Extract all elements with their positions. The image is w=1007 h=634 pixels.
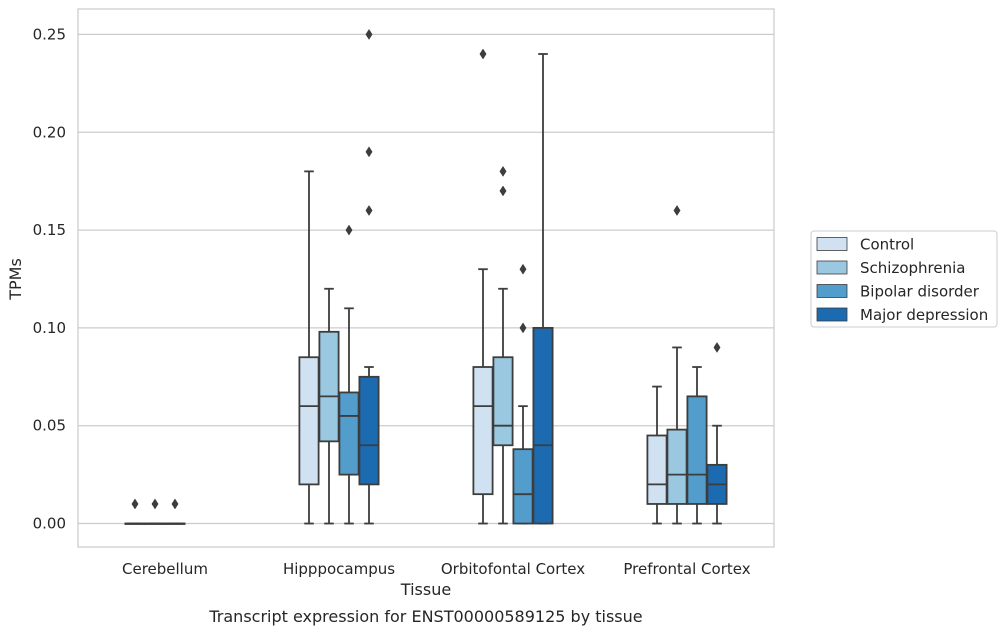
y-tick-label: 0.20 bbox=[33, 123, 66, 141]
box-schizophrenia bbox=[144, 498, 166, 525]
x-tick-label: Hipppocampus bbox=[283, 560, 395, 578]
y-tick-label: 0.10 bbox=[33, 319, 66, 337]
box-bipolar-disorder bbox=[686, 366, 708, 525]
box-iqr bbox=[492, 356, 514, 447]
box-major-depression bbox=[706, 341, 728, 525]
plot-area-frame bbox=[77, 8, 775, 548]
y-axis-title: TPMs bbox=[6, 258, 25, 301]
box-iqr bbox=[472, 366, 494, 496]
x-axis-tick-labels: Cerebellum Hipppocampus Orbitofontal Corte… bbox=[122, 560, 751, 578]
y-tick-label: 0.15 bbox=[33, 221, 66, 239]
box-iqr bbox=[646, 434, 668, 505]
outlier-point bbox=[365, 205, 373, 216]
legend-label: Major depression bbox=[860, 306, 988, 324]
outlier-point bbox=[365, 146, 373, 158]
outlier-point bbox=[365, 28, 373, 40]
legend-swatch bbox=[816, 260, 848, 275]
box-iqr bbox=[532, 326, 554, 525]
x-tick-label: Orbitofontal Cortex bbox=[441, 560, 585, 578]
box-schizophrenia bbox=[318, 287, 340, 525]
box-iqr bbox=[666, 428, 688, 505]
outlier-point bbox=[519, 322, 527, 334]
outlier-point bbox=[171, 498, 179, 510]
outlier-point bbox=[499, 165, 507, 177]
legend-label: Bipolar disorder bbox=[860, 283, 980, 301]
box-iqr bbox=[338, 391, 360, 476]
box-iqr bbox=[318, 330, 340, 443]
x-axis-title: Tissue bbox=[400, 580, 451, 599]
x-tick-label: Prefrontal Cortex bbox=[623, 560, 750, 578]
outlier-point bbox=[479, 48, 487, 60]
outlier-point bbox=[131, 498, 139, 510]
legend-swatch bbox=[816, 284, 848, 298]
outlier-point bbox=[673, 205, 681, 216]
outlier-point bbox=[345, 224, 353, 236]
y-axis-tick-labels: 0.00 0.05 0.10 0.15 0.20 0.25 bbox=[33, 25, 66, 532]
box-bipolar-disorder bbox=[338, 224, 360, 525]
legend-swatch bbox=[816, 307, 848, 322]
y-tick-label: 0.25 bbox=[33, 25, 66, 43]
chart-caption: Transcript expression for ENST0000058912… bbox=[208, 607, 642, 626]
outlier-point bbox=[519, 263, 527, 275]
box-control bbox=[472, 48, 494, 525]
box-iqr bbox=[512, 448, 534, 525]
box-major-depression bbox=[532, 53, 554, 525]
box-bipolar-disorder bbox=[164, 498, 186, 525]
y-tick-label: 0.05 bbox=[33, 417, 66, 435]
box-iqr bbox=[298, 356, 320, 486]
box-iqr bbox=[686, 395, 708, 505]
outlier-point bbox=[499, 185, 507, 197]
box-iqr bbox=[358, 375, 380, 486]
x-tick-label: Cerebellum bbox=[122, 560, 208, 578]
outlier-point bbox=[713, 341, 721, 353]
legend-frame bbox=[810, 230, 998, 328]
box-control bbox=[298, 170, 320, 525]
legend-label: Schizophrenia bbox=[860, 259, 965, 277]
y-tick-label: 0.00 bbox=[33, 515, 66, 533]
legend-swatch bbox=[816, 237, 848, 251]
outlier-point bbox=[151, 498, 159, 510]
y-gridlines bbox=[78, 33, 774, 525]
box-schizophrenia bbox=[492, 165, 514, 525]
legend-label: Control bbox=[860, 236, 914, 254]
box-groups bbox=[124, 28, 728, 525]
box-major-depression bbox=[358, 28, 380, 525]
legend: Control Schizophrenia Bipolar disorder Majo… bbox=[810, 230, 998, 328]
